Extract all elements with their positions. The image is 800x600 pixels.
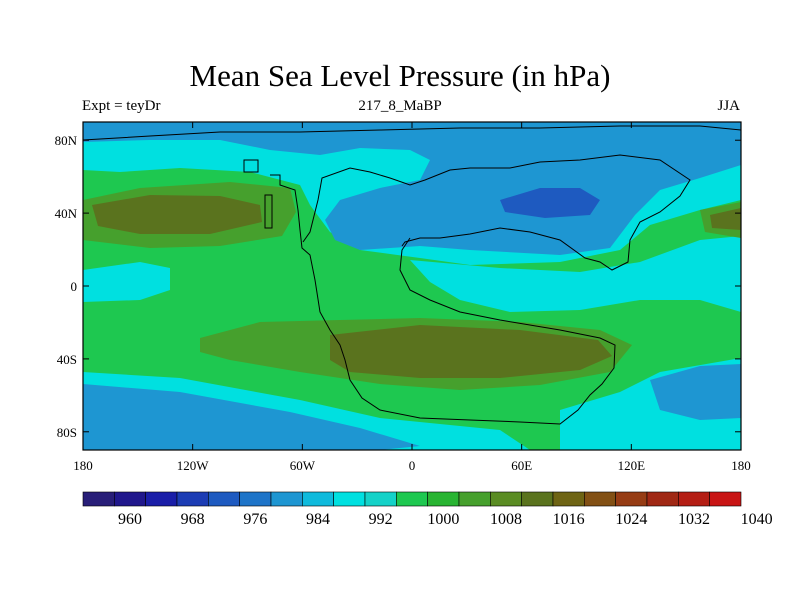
colorbar-label: 984 (306, 511, 330, 528)
pressure-field (83, 122, 741, 450)
colorbar-swatch (270, 491, 303, 507)
lon-tick-label: 120W (177, 458, 210, 473)
colorbar-swatch (302, 491, 334, 507)
colorbar-swatch (490, 491, 522, 507)
lon-tick-label: 120E (618, 458, 646, 473)
lon-tick-label: 0 (409, 458, 416, 473)
colorbar-swatch (208, 491, 240, 507)
colorbar-label: 1016 (553, 511, 585, 528)
colorbar-swatch (552, 491, 585, 507)
lat-tick-label: 40N (55, 206, 78, 221)
continent-outline-arctic (83, 125, 741, 141)
field-tropics-cyan (83, 262, 170, 302)
island-outline (243, 159, 273, 229)
lon-tick-label: 60W (290, 458, 316, 473)
lon-tick-label: 180 (73, 458, 93, 473)
colorbar-swatch (521, 491, 554, 507)
season-label: JJA (717, 98, 740, 114)
lat-tick-label: 0 (71, 279, 78, 294)
colorbar-swatch (427, 491, 460, 507)
colorbar-swatch (364, 491, 397, 507)
field-north-deep (500, 188, 600, 218)
continent-outline-west (270, 174, 616, 425)
lon-axis: 180 120W 60W 0 60E 120E 180 (73, 122, 751, 473)
colorbar-swatch (678, 491, 710, 507)
colorbar-swatch (82, 491, 115, 507)
colorbar-swatch (615, 491, 648, 507)
colorbar-swatch (709, 491, 742, 507)
colorbar-swatch (458, 491, 491, 507)
colorbar-swatch (584, 491, 616, 507)
field-npac-core (92, 195, 262, 234)
lat-axis: 80N 40N 0 40S 80S (55, 133, 741, 440)
colorbar-label: 1024 (615, 511, 647, 528)
colorbar-swatch (145, 491, 178, 507)
colorbar-label: 1040 (741, 511, 773, 528)
experiment-label: Expt = teyDr (82, 98, 161, 114)
colorbar-swatch (396, 491, 428, 507)
colorbar-label: 968 (181, 511, 205, 528)
lat-tick-label: 40S (57, 352, 77, 367)
colorbar-label: 1032 (678, 511, 710, 528)
colorbar-swatch (176, 491, 209, 507)
field-south-core (330, 325, 612, 378)
lon-tick-label: 180 (731, 458, 751, 473)
colorbar-swatch (239, 491, 272, 507)
field-ne-core (710, 208, 741, 230)
lat-tick-label: 80S (57, 425, 77, 440)
colorbar-label: 1000 (427, 511, 459, 528)
colorbar-swatch (114, 491, 146, 507)
colorbar: 960 968 976 984 992 1000 1008 1016 1024 1032 1040 (82, 491, 773, 528)
colorbar-swatch (333, 491, 366, 507)
colorbar-label: 1008 (490, 511, 522, 528)
age-label: 217_8_MaBP (358, 98, 442, 114)
colorbar-swatch (646, 491, 679, 507)
field-north-blue (83, 122, 741, 255)
field-se-blue (650, 364, 741, 420)
lat-tick-label: 80N (55, 133, 78, 148)
colorbar-label: 992 (369, 511, 393, 528)
continent-outline-north (302, 154, 691, 271)
colorbar-label: 960 (118, 511, 142, 528)
field-south-blue (83, 384, 420, 450)
lon-tick-label: 60E (511, 458, 532, 473)
map-title: Mean Sea Level Pressure (in hPa) (189, 58, 611, 93)
colorbar-label: 976 (243, 511, 267, 528)
field-atlantic-cyan (410, 236, 741, 312)
